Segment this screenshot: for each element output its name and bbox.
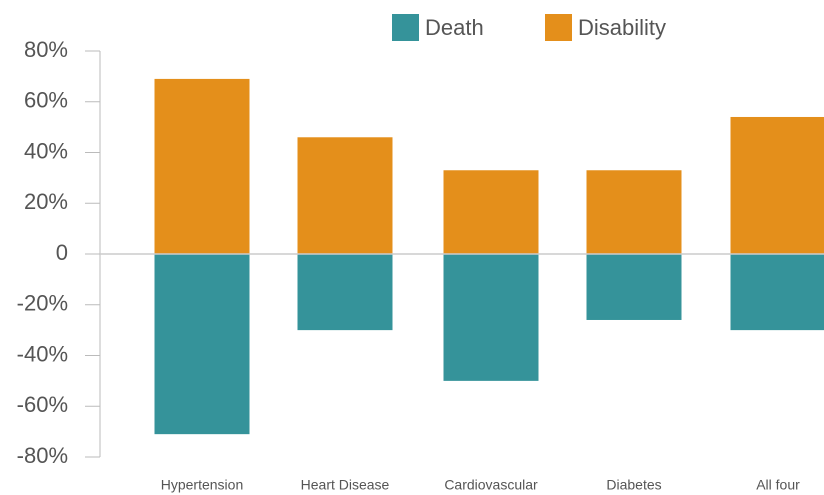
bar [730, 254, 824, 331]
y-tick-label: -80% [17, 443, 68, 468]
y-tick-label: 80% [24, 37, 68, 62]
legend-label: Disability [578, 15, 666, 40]
bar [443, 254, 539, 381]
y-tick-label: -60% [17, 392, 68, 417]
y-tick-label: 60% [24, 88, 68, 113]
bar [586, 254, 682, 320]
bar [154, 254, 250, 435]
y-tick-label: 20% [24, 189, 68, 214]
y-tick-label: 0 [56, 240, 68, 265]
legend-swatch [392, 14, 419, 41]
x-tick-label: Heart Disease [301, 477, 390, 493]
bar [730, 116, 824, 254]
x-tick-label: All four [756, 477, 800, 493]
legend-swatch [545, 14, 572, 41]
bar [586, 170, 682, 254]
bar [297, 137, 393, 254]
y-tick-label: -20% [17, 291, 68, 316]
x-tick-label: Hypertension [161, 477, 244, 493]
y-tick-label: 40% [24, 138, 68, 163]
bar [443, 170, 539, 254]
bar [297, 254, 393, 331]
bar [154, 78, 250, 254]
y-tick-label: -40% [17, 341, 68, 366]
x-tick-label: Cardiovascular [444, 477, 538, 493]
x-tick-label: Diabetes [606, 477, 661, 493]
legend-label: Death [425, 15, 484, 40]
